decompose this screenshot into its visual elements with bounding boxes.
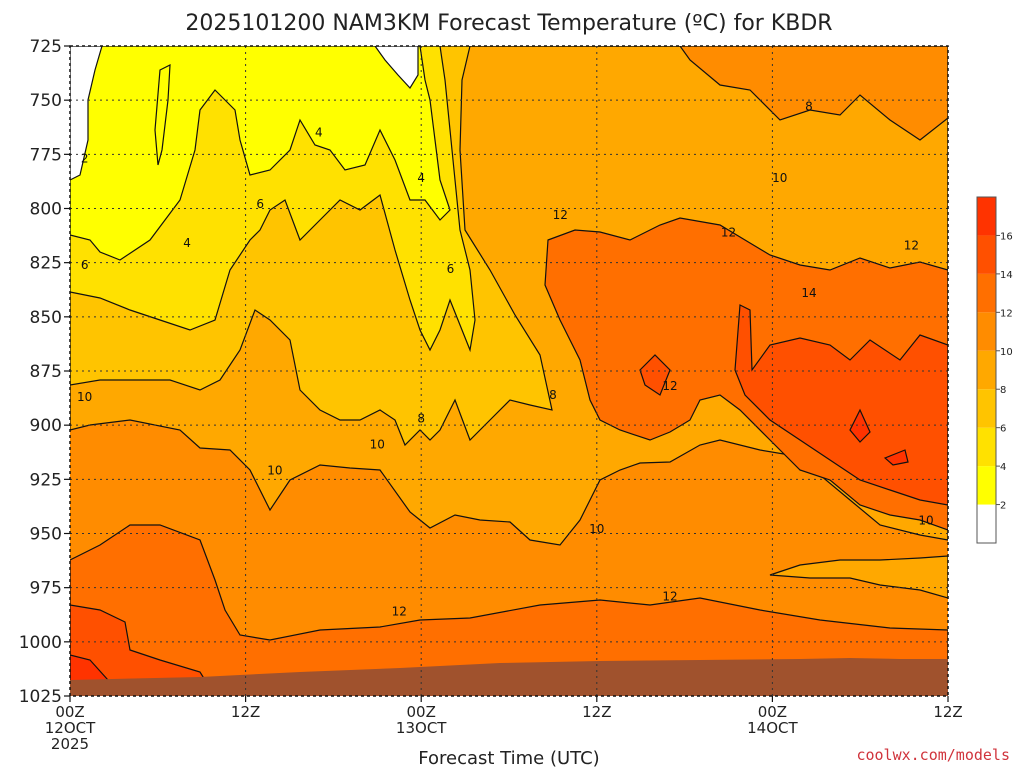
contour-label-21: 12 bbox=[904, 238, 919, 252]
x-tick-label-12-0: 12Z bbox=[231, 703, 260, 721]
contour-label-9: 10 bbox=[77, 390, 92, 404]
band-above-16-a bbox=[849, 408, 871, 443]
colorbar-label-10: 10 bbox=[1000, 347, 1013, 358]
y-tick-label-1000: 1000 bbox=[19, 633, 62, 653]
contour-label-15: 8 bbox=[805, 100, 813, 114]
y-axis: 725 750 775 800 825 850 875 900 925 950 975 1000 102… bbox=[19, 37, 70, 707]
contour-label-8: 8 bbox=[549, 388, 557, 402]
x-tick-label-0-2: 2025 bbox=[51, 735, 89, 753]
colorbar-frame bbox=[976, 196, 997, 544]
band-10-12-lowright bbox=[769, 555, 948, 599]
colorbar-swatch-1 bbox=[977, 466, 996, 505]
band-2-4-island bbox=[154, 64, 171, 166]
band-14-16-small bbox=[639, 354, 671, 396]
x-tick-label-0-0: 00Z bbox=[55, 703, 84, 721]
contour-label-18: 12 bbox=[662, 589, 677, 603]
x-axis-label: Forecast Time (UTC) bbox=[418, 748, 599, 768]
colorbar-swatch-4 bbox=[977, 350, 996, 390]
colorbar-label-8: 8 bbox=[1000, 385, 1006, 396]
band-14-16-low bbox=[70, 604, 216, 696]
x-tick-label-24-0: 00Z bbox=[407, 703, 436, 721]
credit-link[interactable]: coolwx.com/models bbox=[856, 746, 1010, 764]
colorbar-swatch-3 bbox=[977, 389, 996, 428]
x-tick-label-0-1: 12OCT bbox=[45, 719, 96, 737]
colorbar-swatch-7 bbox=[977, 235, 996, 274]
surface-ground bbox=[70, 658, 948, 696]
band-below-2-b bbox=[374, 46, 419, 89]
contour-label-2: 4 bbox=[315, 126, 323, 140]
colorbar-label-12: 12 bbox=[1000, 308, 1013, 319]
grid bbox=[70, 46, 948, 696]
y-tick-label-750: 750 bbox=[30, 91, 62, 111]
colorbar-swatch-5 bbox=[977, 312, 996, 351]
x-tick-label-60-0: 12Z bbox=[933, 703, 962, 721]
contour-label-14: 10 bbox=[918, 514, 933, 528]
band-below-2 bbox=[70, 46, 103, 181]
colorbar-label-2: 2 bbox=[1000, 501, 1006, 512]
contour-label-19: 12 bbox=[392, 605, 407, 619]
chart-title: 2025101200 NAM3KM Forecast Temperature (… bbox=[185, 11, 832, 36]
x-tick-label-48-0: 00Z bbox=[758, 703, 787, 721]
colorbar-label-4: 4 bbox=[1000, 462, 1006, 473]
colorbar-label-14: 14 bbox=[1000, 270, 1013, 281]
colorbar-swatch-0 bbox=[977, 504, 996, 543]
contour-label-11: 10 bbox=[370, 438, 385, 452]
band-12-14-low bbox=[70, 524, 948, 696]
contour-label-1: 4 bbox=[183, 236, 191, 250]
y-tick-label-825: 825 bbox=[30, 254, 62, 274]
y-tick-label-1025: 1025 bbox=[19, 687, 62, 707]
colorbar: 2 4 6 8 10 12 14 16 bbox=[976, 196, 1013, 544]
y-tick-label-850: 850 bbox=[30, 308, 62, 328]
contour-label-12: 10 bbox=[589, 522, 604, 536]
contour-label-10: 10 bbox=[267, 464, 282, 478]
colorbar-label-16: 16 bbox=[1000, 231, 1013, 242]
colorbar-swatch-8 bbox=[977, 197, 996, 236]
y-tick-label-925: 925 bbox=[30, 470, 62, 490]
band-above-16-b bbox=[883, 449, 909, 466]
contour-label-22: 14 bbox=[801, 286, 816, 300]
colorbar-swatch-2 bbox=[977, 427, 996, 467]
contour-label-0: 2 bbox=[81, 152, 89, 166]
contour-label-16: 12 bbox=[553, 208, 568, 222]
contour-label-4: 6 bbox=[81, 258, 89, 272]
contour-label-6: 6 bbox=[447, 262, 455, 276]
contour-labels: 2 4 4 4 6 6 6 8 8 10 10 10 10 10 10 8 12 12 12 12 12 12 14 bbox=[77, 100, 934, 619]
contour-label-13: 10 bbox=[772, 171, 787, 185]
x-tick-label-48-1: 14OCT bbox=[747, 719, 798, 737]
x-tick-label-36-0: 12Z bbox=[582, 703, 611, 721]
y-tick-label-875: 875 bbox=[30, 362, 62, 382]
y-tick-label-725: 725 bbox=[30, 37, 62, 57]
contour-label-3: 4 bbox=[417, 171, 425, 185]
contour-label-17: 12 bbox=[662, 379, 677, 393]
y-tick-label-950: 950 bbox=[30, 525, 62, 545]
y-tick-label-975: 975 bbox=[30, 579, 62, 599]
contour-label-7: 8 bbox=[417, 412, 425, 426]
y-tick-label-775: 775 bbox=[30, 145, 62, 165]
colorbar-label-6: 6 bbox=[1000, 424, 1006, 435]
y-tick-label-800: 800 bbox=[30, 200, 62, 220]
contour-label-5: 6 bbox=[256, 197, 264, 211]
x-tick-label-24-1: 13OCT bbox=[396, 719, 447, 737]
y-tick-label-900: 900 bbox=[30, 416, 62, 436]
colorbar-swatch-6 bbox=[977, 273, 996, 313]
band-10-12-right bbox=[470, 46, 948, 141]
contour-label-20: 12 bbox=[721, 225, 736, 239]
